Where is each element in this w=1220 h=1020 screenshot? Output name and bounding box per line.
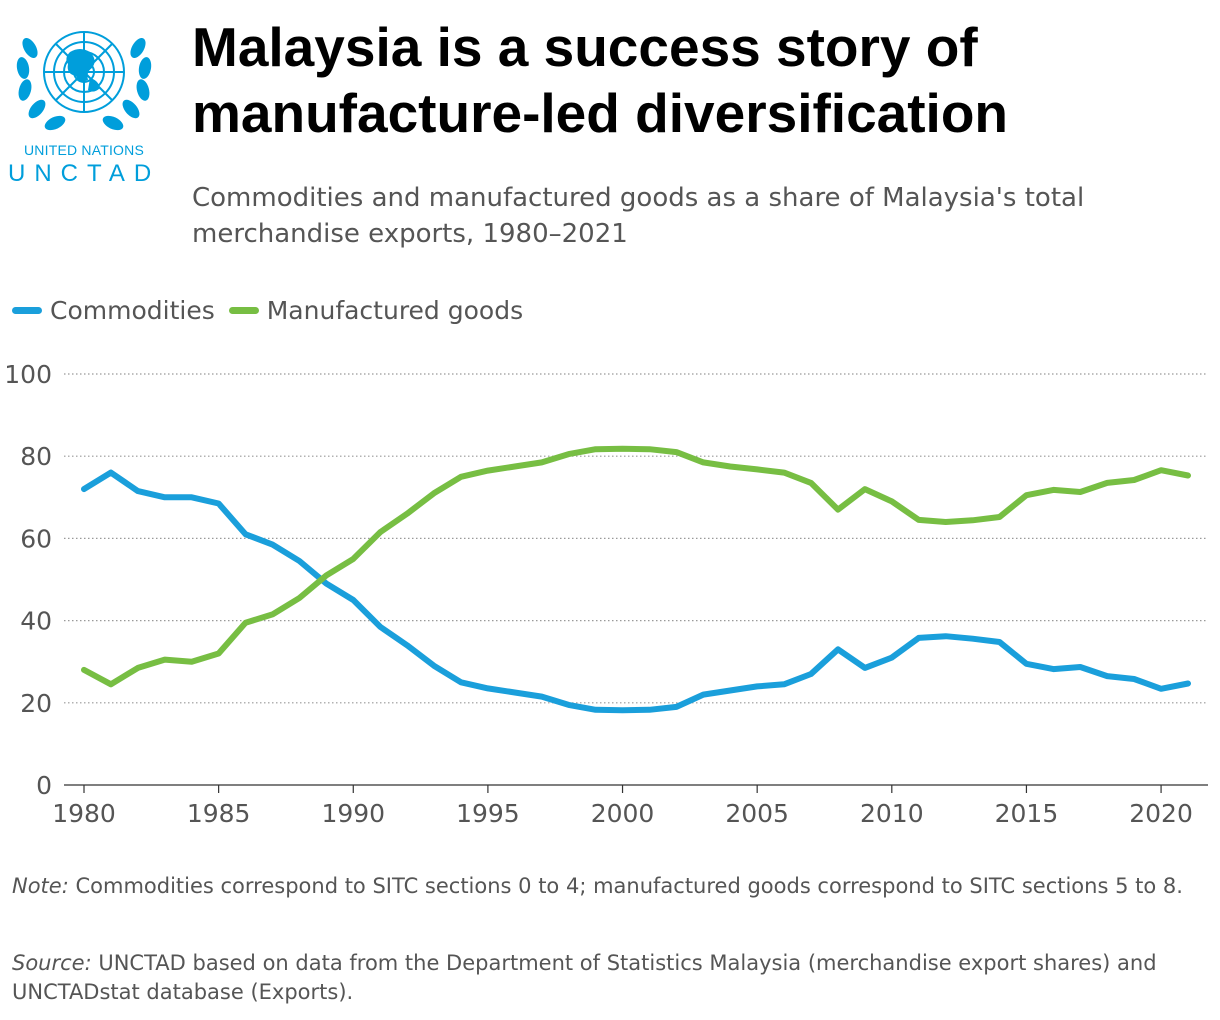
note-label: Note: <box>12 874 69 898</box>
series-line-manufactured-goods <box>81 445 1191 688</box>
legend-swatch-manufactured <box>228 306 259 314</box>
logo-name-text: UNCTAD <box>8 160 161 187</box>
legend-item-commodities: Commodities <box>12 296 215 325</box>
y-tick-label-20: 20 <box>20 689 52 718</box>
x-tick-label-2015: 2015 <box>995 799 1059 828</box>
x-tick-label-2000: 2000 <box>591 799 655 828</box>
note-text: Commodities correspond to SITC sections … <box>68 874 1183 898</box>
x-tick-label-1995: 1995 <box>456 799 520 828</box>
source-text: UNCTAD based on data from the Department… <box>12 951 1157 1004</box>
y-tick-label-0: 0 <box>36 771 52 800</box>
source-label: Source: <box>12 951 92 975</box>
chart-source: Source: UNCTAD based on data from the De… <box>12 949 1207 1007</box>
y-tick-label-60: 60 <box>20 524 52 553</box>
y-tick-label-40: 40 <box>20 607 52 636</box>
chart-legend: Commodities Manufactured goods <box>12 292 537 328</box>
un-emblem-icon <box>16 31 152 131</box>
y-tick-label-80: 80 <box>20 442 52 471</box>
line-chart: 0 20 40 60 80 100 1980 1985 1990 1995 2000 2005 2010… <box>4 360 1208 828</box>
x-tick-label-2020: 2020 <box>1129 799 1193 828</box>
logo-org-text: UNITED NATIONS <box>24 142 144 158</box>
legend-item-manufactured: Manufactured goods <box>228 295 524 325</box>
x-tick-label-2010: 2010 <box>860 799 924 828</box>
chart-subtitle: Commodities and manufactured goods as a … <box>192 183 1085 249</box>
y-tick-label-100: 100 <box>4 360 52 389</box>
x-tick-label-2005: 2005 <box>725 799 789 828</box>
x-tick-label-1990: 1990 <box>321 799 385 828</box>
legend-label-manufactured: Manufactured goods <box>266 295 524 325</box>
legend-label-commodities: Commodities <box>50 295 215 325</box>
legend-swatch-commodities <box>12 306 42 314</box>
x-tick-label-1985: 1985 <box>187 799 251 828</box>
chart-note: Note: Commodities correspond to SITC sec… <box>12 872 1207 901</box>
chart-title: Malaysia is a success story of manufactu… <box>192 16 1009 144</box>
x-tick-label-1980: 1980 <box>52 799 116 828</box>
series-line-commodities <box>81 469 1191 714</box>
